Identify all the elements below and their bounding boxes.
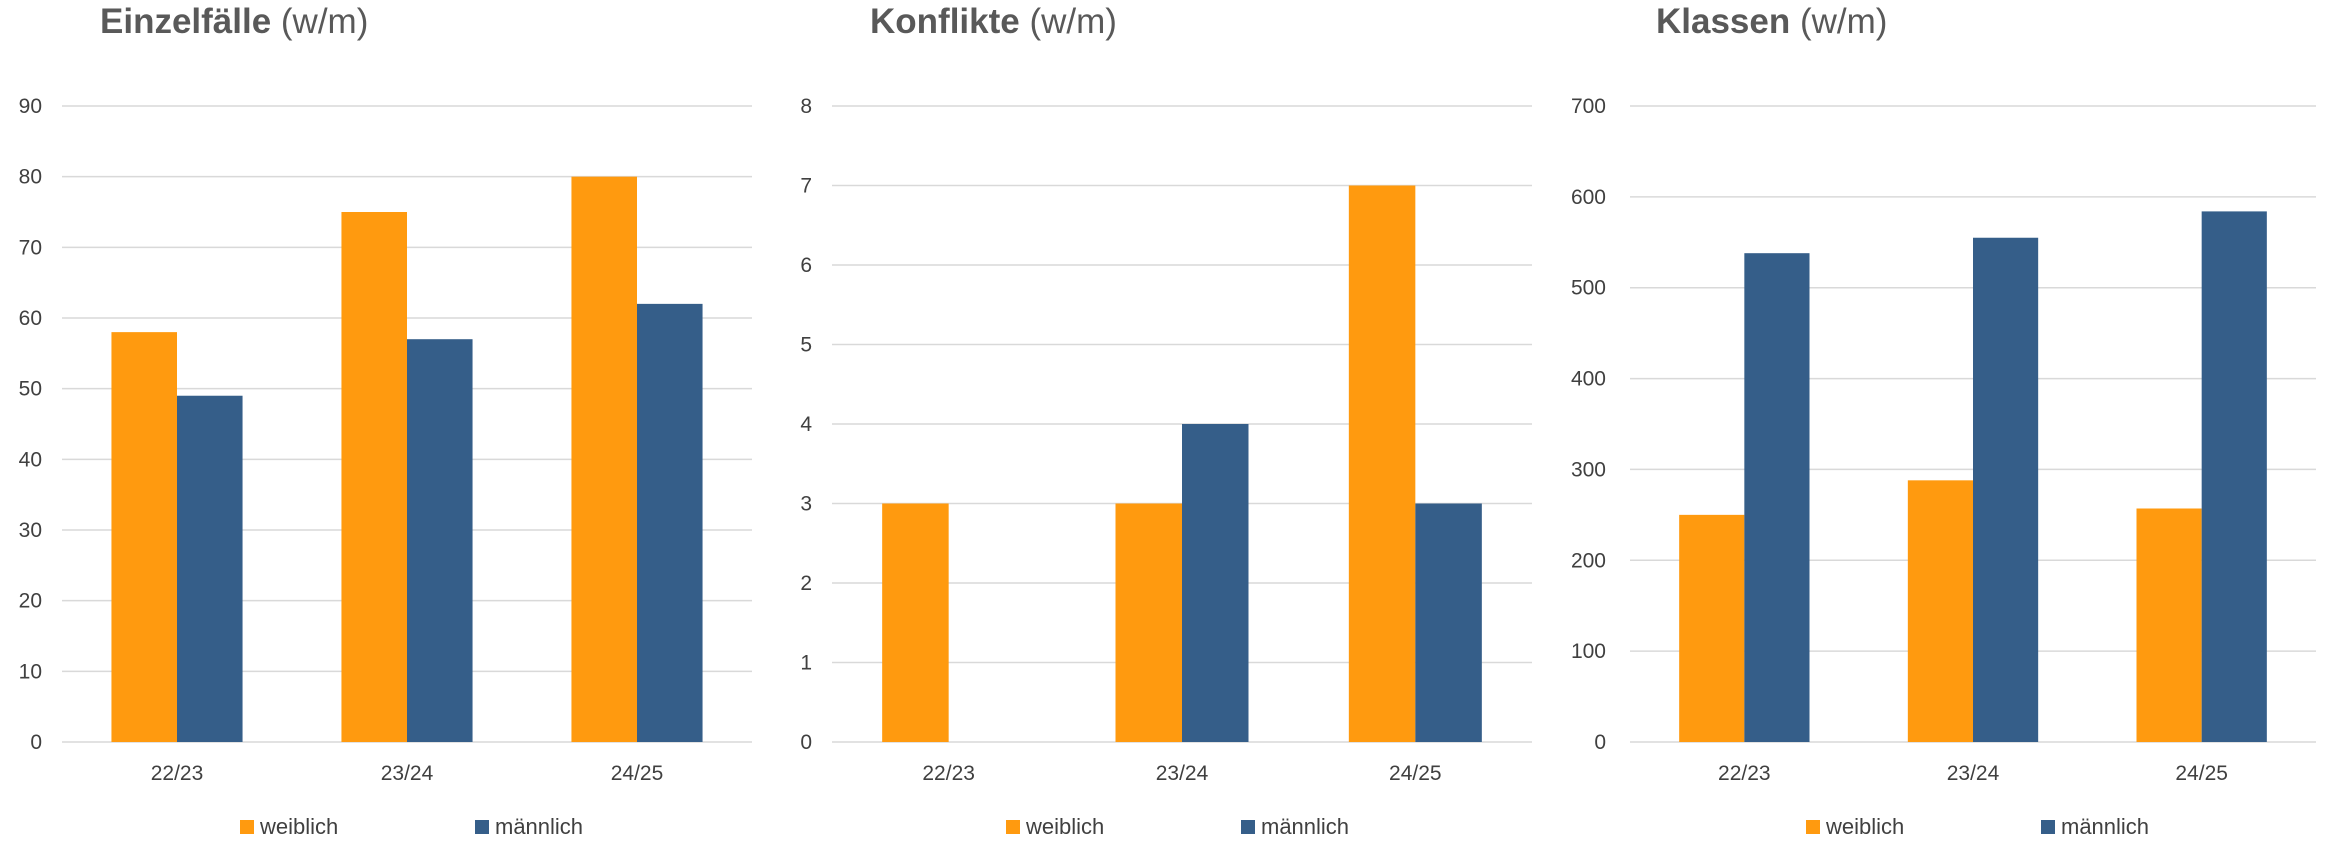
- bar-maennlich-22-23: [177, 395, 243, 742]
- x-tick-label: 24/25: [1389, 762, 1442, 785]
- chart-title: Klassen (w/m): [1656, 2, 1887, 42]
- y-tick-label: 2: [800, 572, 812, 595]
- legend-item-maennlich: männlich: [475, 814, 583, 840]
- x-tick-label: 22/23: [1718, 762, 1771, 785]
- legend-swatch-maennlich: [1241, 820, 1255, 834]
- y-tick-label: 300: [1571, 458, 1606, 481]
- legend-swatch-weiblich: [1006, 820, 1020, 834]
- x-tick-label: 24/25: [2175, 762, 2228, 785]
- legend-swatch-maennlich: [2041, 820, 2055, 834]
- bar-maennlich-24-25: [2201, 211, 2267, 742]
- bar-weiblich-22-23: [1679, 514, 1745, 742]
- bar-weiblich-24-25: [1348, 185, 1416, 742]
- x-tick-label: 23/24: [381, 762, 434, 785]
- y-tick-label: 400: [1571, 368, 1606, 391]
- chart-title-suffix: (w/m): [271, 2, 369, 41]
- chart-title-main: Klassen: [1656, 2, 1791, 41]
- legend-label-weiblich: weiblich: [260, 814, 339, 839]
- y-tick-label: 6: [800, 254, 812, 277]
- chart-title-suffix: (w/m): [1790, 2, 1888, 41]
- y-tick-label: 100: [1571, 640, 1606, 663]
- legend-item-weiblich: weiblich: [1806, 814, 2041, 840]
- y-tick-label: 90: [19, 95, 42, 118]
- y-tick-label: 40: [19, 448, 42, 471]
- chart-panel-einzelfaelle: Einzelfälle (w/m) 0 10 20 30 40 50 60 70 80 90 22/…: [0, 0, 770, 842]
- bar-weiblich-22-23: [111, 332, 177, 742]
- y-tick-label: 30: [19, 519, 42, 542]
- x-tick-label: 22/23: [151, 762, 204, 785]
- chart-title-main: Konflikte: [870, 2, 1020, 41]
- y-tick-label: 8: [800, 95, 812, 118]
- y-tick-label: 10: [19, 660, 42, 683]
- bar-weiblich-23-24: [341, 212, 407, 742]
- legend-swatch-weiblich: [1806, 820, 1820, 834]
- legend-label-weiblich: weiblich: [1026, 814, 1105, 839]
- y-tick-label: 60: [19, 307, 42, 330]
- y-tick-label: 500: [1571, 277, 1606, 300]
- y-tick-label: 80: [19, 166, 42, 189]
- bar-chart-klassen: 0 100 200 300 400 500 600 700 22/23 23/24 24/25: [1571, 95, 2316, 785]
- y-tick-label: 7: [800, 175, 812, 198]
- legend-item-weiblich: weiblich: [1006, 814, 1241, 840]
- chart-legend: weiblich männlich: [240, 814, 583, 840]
- chart-title-main: Einzelfälle: [100, 2, 272, 41]
- bar-weiblich-22-23: [882, 503, 949, 742]
- y-tick-label: 70: [19, 236, 42, 259]
- legend-label-maennlich: männlich: [2061, 814, 2150, 839]
- bar-weiblich-23-24: [1907, 480, 1973, 742]
- chart-legend: weiblich männlich: [1006, 814, 1349, 840]
- legend-label-weiblich: weiblich: [1826, 814, 1905, 839]
- y-tick-label: 50: [19, 378, 42, 401]
- legend-item-maennlich: männlich: [2041, 814, 2149, 840]
- y-tick-label: 700: [1571, 95, 1606, 118]
- chart-title: Konflikte (w/m): [870, 2, 1117, 42]
- bar-maennlich-23-24: [1182, 424, 1249, 742]
- legend-item-maennlich: männlich: [1241, 814, 1349, 840]
- y-tick-label: 3: [800, 493, 812, 516]
- bar-chart-konflikte: 0 1 2 3 4 5 6 7 8 22/23 23/24 24/25: [800, 95, 1532, 785]
- bar-weiblich-24-25: [2136, 508, 2202, 742]
- y-tick-label: 1: [800, 652, 812, 675]
- bar-chart-einzelfaelle: 0 10 20 30 40 50 60 70 80 90 22/23 23/24 24/25: [19, 95, 752, 785]
- legend-label-maennlich: männlich: [1261, 814, 1350, 839]
- y-tick-label: 0: [1594, 731, 1606, 754]
- y-tick-label: 200: [1571, 549, 1606, 572]
- x-tick-label: 22/23: [922, 762, 975, 785]
- y-tick-label: 600: [1571, 186, 1606, 209]
- bar-weiblich-23-24: [1115, 503, 1182, 742]
- bar-weiblich-24-25: [571, 176, 637, 742]
- chart-panel-klassen: Klassen (w/m) 0 100 200 300 400 500 600 700 22/2…: [1540, 0, 2326, 842]
- legend-label-maennlich: männlich: [495, 814, 584, 839]
- bar-maennlich-24-25: [637, 303, 703, 742]
- bar-maennlich-22-23: [1744, 253, 1810, 742]
- x-tick-label: 23/24: [1947, 762, 2000, 785]
- y-tick-label: 0: [30, 731, 42, 754]
- legend-item-weiblich: weiblich: [240, 814, 475, 840]
- bar-maennlich-23-24: [1973, 237, 2039, 742]
- chart-panel-konflikte: Konflikte (w/m) 0 1 2 3 4 5 6 7 8 22/23 23/24 24/25…: [770, 0, 1540, 842]
- y-tick-label: 0: [800, 731, 812, 754]
- y-tick-label: 5: [800, 334, 812, 357]
- bar-maennlich-24-25: [1415, 503, 1482, 742]
- legend-swatch-weiblich: [240, 820, 254, 834]
- bar-maennlich-23-24: [407, 339, 473, 742]
- y-tick-label: 4: [800, 413, 812, 436]
- x-tick-label: 23/24: [1156, 762, 1209, 785]
- chart-legend: weiblich männlich: [1806, 814, 2149, 840]
- y-tick-label: 20: [19, 590, 42, 613]
- chart-title-suffix: (w/m): [1019, 2, 1117, 41]
- x-tick-label: 24/25: [611, 762, 664, 785]
- legend-swatch-maennlich: [475, 820, 489, 834]
- chart-title: Einzelfälle (w/m): [100, 2, 368, 42]
